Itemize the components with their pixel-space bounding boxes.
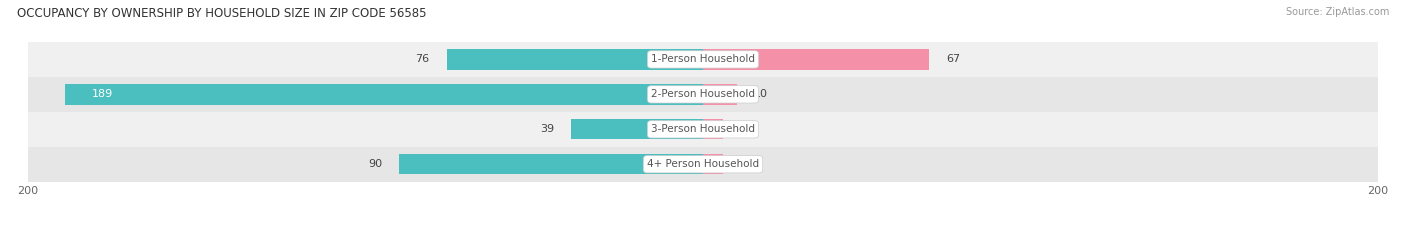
Text: 6: 6 — [740, 159, 747, 169]
Text: 67: 67 — [946, 55, 960, 64]
Bar — [703, 154, 723, 174]
Text: 189: 189 — [93, 89, 114, 99]
Bar — [703, 49, 929, 69]
Bar — [399, 154, 703, 174]
Text: 76: 76 — [416, 55, 430, 64]
Bar — [28, 77, 1378, 112]
Text: Source: ZipAtlas.com: Source: ZipAtlas.com — [1285, 7, 1389, 17]
Bar — [28, 112, 1378, 147]
Bar — [65, 84, 703, 105]
Bar — [28, 147, 1378, 182]
Text: 6: 6 — [740, 124, 747, 134]
Text: 4+ Person Household: 4+ Person Household — [647, 159, 759, 169]
Bar — [703, 119, 723, 139]
Bar — [28, 42, 1378, 77]
Bar — [447, 49, 703, 69]
Text: 90: 90 — [368, 159, 382, 169]
Text: 2-Person Household: 2-Person Household — [651, 89, 755, 99]
Text: 39: 39 — [540, 124, 554, 134]
Text: OCCUPANCY BY OWNERSHIP BY HOUSEHOLD SIZE IN ZIP CODE 56585: OCCUPANCY BY OWNERSHIP BY HOUSEHOLD SIZE… — [17, 7, 426, 20]
Text: 3-Person Household: 3-Person Household — [651, 124, 755, 134]
Bar — [703, 84, 737, 105]
Text: 1-Person Household: 1-Person Household — [651, 55, 755, 64]
Bar — [571, 119, 703, 139]
Text: 10: 10 — [754, 89, 768, 99]
